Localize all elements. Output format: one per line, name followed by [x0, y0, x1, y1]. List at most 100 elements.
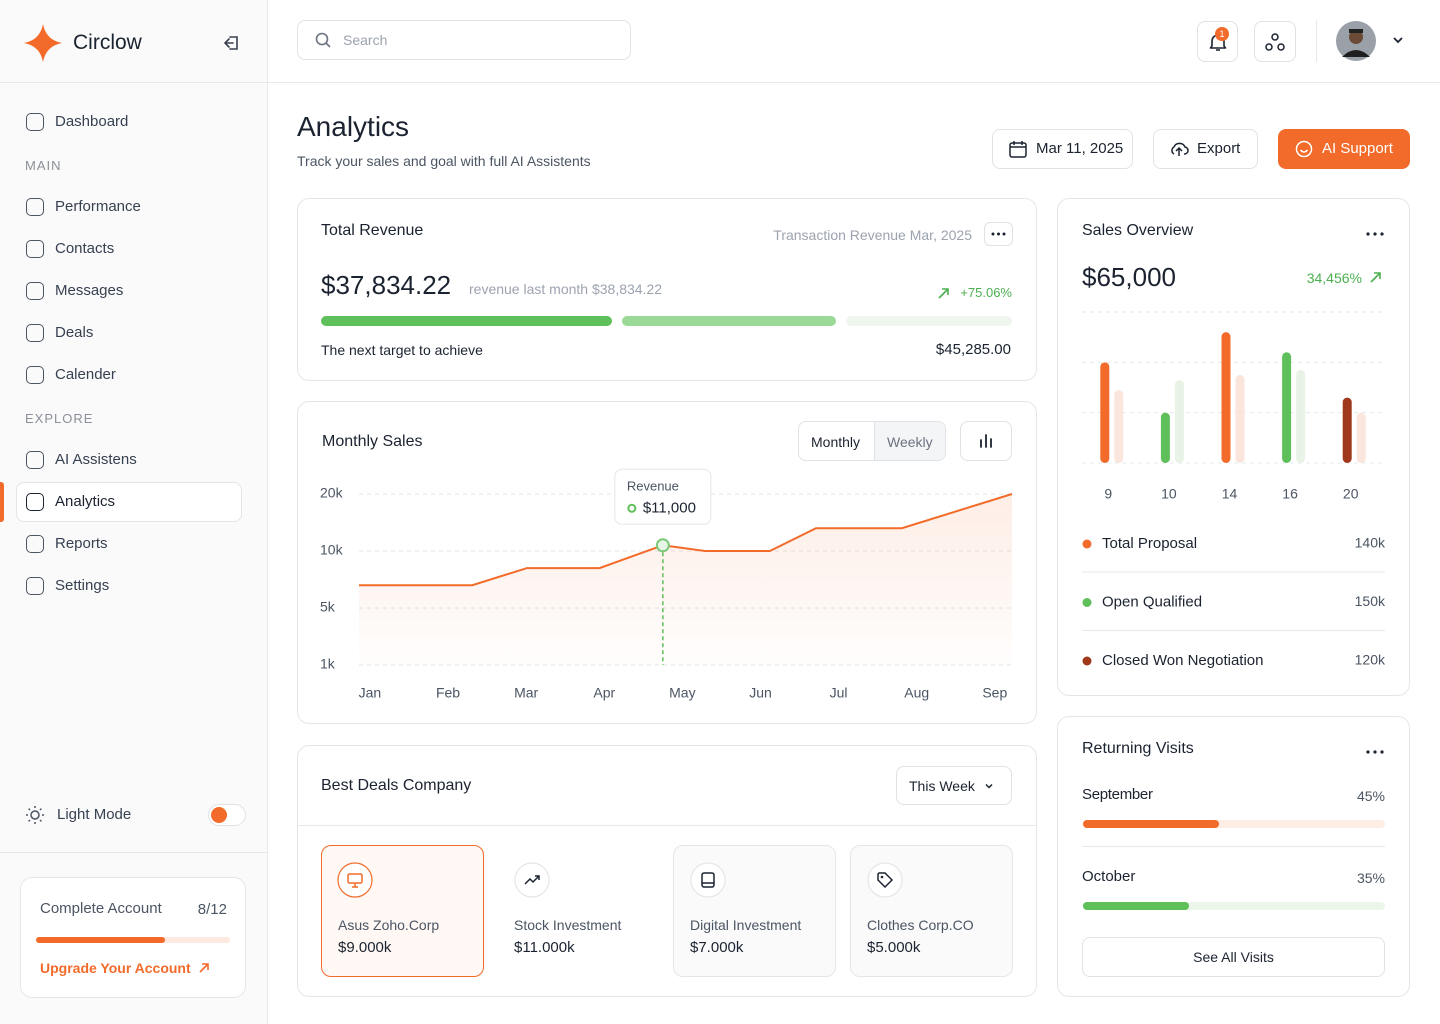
deals-divider: [298, 825, 1036, 826]
dots-icon[interactable]: [1363, 746, 1387, 758]
bar-chart-icon: [980, 434, 992, 448]
deal-icon: [867, 862, 903, 898]
nav-label[interactable]: Analytics: [55, 493, 116, 510]
progress-segment: [846, 316, 1012, 326]
tab[interactable]: Weekly: [887, 434, 933, 450]
filter-dropdown[interactable]: [896, 766, 1012, 805]
chevron-icon: [985, 783, 993, 789]
calendar-icon: [1009, 141, 1027, 158]
nav-icon: [26, 324, 44, 342]
nav-icon: [26, 198, 44, 216]
dots-icon: [991, 232, 1006, 236]
page-title: Analytics: [297, 111, 410, 142]
ai-support-label: AI Support: [1322, 140, 1393, 157]
active-indicator: [0, 482, 4, 522]
revenue-caption: Transaction Revenue Mar, 2025: [773, 227, 972, 243]
deal-value: $5.000k: [867, 939, 921, 956]
visit-track: [1083, 902, 1385, 910]
export-button[interactable]: [1153, 129, 1258, 169]
nav-icon: [26, 535, 44, 553]
date-label: Mar 11, 2025: [1036, 140, 1124, 157]
tab[interactable]: Monthly: [811, 434, 861, 450]
nav-icon: [26, 577, 44, 595]
nav-label[interactable]: Contacts: [55, 240, 115, 257]
chevron-icon[interactable]: [1391, 33, 1405, 47]
avatar[interactable]: [1336, 21, 1376, 61]
upload-icon: [1171, 142, 1189, 156]
ai-support-button[interactable]: [1278, 129, 1410, 169]
chart-title: Sales Overview: [1082, 222, 1194, 239]
revenue-change: +75.06%: [960, 285, 1012, 300]
progress-segment: [321, 316, 612, 326]
dots-icon[interactable]: [1363, 228, 1387, 240]
deal-name: Digital Investment: [690, 917, 802, 933]
visit-track: [1083, 820, 1385, 828]
revenue-card: [297, 198, 1037, 381]
nav-icon: [26, 282, 44, 300]
deal-value: $7.000k: [690, 939, 744, 956]
search-icon: [315, 32, 331, 48]
support-icon: [1295, 140, 1313, 158]
active-nav-bg: [16, 482, 242, 522]
nav-icon: [26, 113, 44, 131]
visit-bar: [1083, 820, 1219, 828]
date-button[interactable]: [992, 129, 1133, 169]
nav-icon: [26, 240, 44, 258]
deal-value: $11.000k: [514, 939, 575, 956]
deal-name: Stock Investment: [514, 917, 622, 933]
sun-icon: [26, 806, 44, 824]
visit-name: October: [1082, 868, 1136, 885]
collapse-button[interactable]: [222, 33, 242, 53]
nav-label[interactable]: Messages: [55, 282, 124, 299]
visit-name: September: [1082, 786, 1153, 803]
nav-label[interactable]: Settings: [55, 577, 110, 594]
arrow-icon: [199, 963, 209, 973]
deal-value: $9.000k: [338, 939, 392, 956]
visit-bar: [1083, 902, 1189, 910]
nav-icon: [26, 451, 44, 469]
nav-label[interactable]: AI Assistens: [55, 451, 137, 468]
search-placeholder: Search: [343, 32, 388, 48]
sales-change: 34,456%: [1306, 270, 1362, 286]
notification-count: 1: [1219, 29, 1225, 39]
deal-icon: [514, 862, 550, 898]
visit-value: 45%: [1356, 788, 1385, 804]
visits-title: Returning Visits: [1082, 740, 1194, 757]
deal-name: Asus Zoho.Corp: [338, 917, 440, 933]
share-icon: [1265, 33, 1285, 51]
account-progress-fill: [36, 937, 166, 943]
revenue-last-month: revenue last month $38,834.22: [469, 281, 663, 297]
nav-label[interactable]: Calender: [55, 366, 116, 383]
search-box[interactable]: [297, 20, 631, 60]
sidebar-divider: [0, 852, 267, 853]
progress-segment: [622, 316, 836, 326]
account-title: Complete Account: [40, 900, 162, 917]
nav-label[interactable]: Reports: [55, 535, 108, 552]
header-separator: [1316, 20, 1317, 62]
notification-badge: [1215, 27, 1229, 41]
brand: Circlow: [73, 31, 142, 54]
sales-total: $65,000: [1082, 262, 1176, 292]
header-divider: [268, 82, 1440, 83]
filter-label: This Week: [909, 778, 975, 794]
export-label: Export: [1197, 140, 1241, 157]
target-label: The next target to achieve: [321, 342, 483, 358]
up-arrow-icon: [1370, 272, 1381, 283]
page-subtitle: Track your sales and goal with full AI A…: [297, 153, 591, 169]
nav-icon: [26, 493, 44, 511]
upgrade-link[interactable]: Upgrade Your Account: [40, 960, 191, 976]
nav-label[interactable]: Dashboard: [55, 113, 129, 130]
tab-inactive-bg: [874, 422, 945, 460]
share-button[interactable]: [1254, 21, 1296, 62]
toggle-knob: [211, 807, 227, 823]
account-progress-label: 8/12: [197, 901, 227, 918]
revenue-title: Total Revenue: [321, 222, 424, 239]
nav-label[interactable]: Performance: [55, 198, 141, 215]
nav-icon: [26, 366, 44, 384]
theme-toggle-label: Light Mode: [57, 806, 132, 823]
nav-label[interactable]: Deals: [55, 324, 94, 341]
deal-icon: [690, 862, 726, 898]
nav-section-title: EXPLORE: [25, 411, 94, 426]
see-all-button[interactable]: [1082, 937, 1385, 977]
